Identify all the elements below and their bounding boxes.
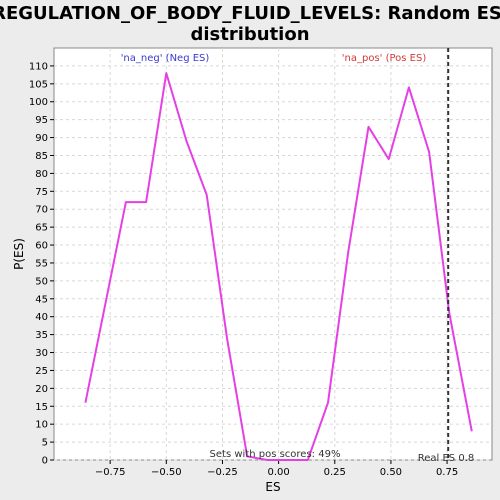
neg-es-annotation: 'na_neg' (Neg ES) (121, 53, 210, 64)
x-tick-label: 0.25 (324, 467, 346, 478)
y-tick-label: 85 (35, 151, 48, 162)
x-tick-label: −0.50 (151, 467, 182, 478)
y-tick-label: 25 (35, 366, 48, 377)
x-tick-label: 0.50 (380, 467, 402, 478)
y-tick-label: 0 (42, 456, 48, 467)
y-tick-label: 80 (35, 169, 48, 180)
y-tick-label: 55 (35, 258, 48, 269)
y-tick-label: 105 (29, 79, 48, 90)
y-tick-label: 60 (35, 241, 48, 252)
y-tick-label: 5 (42, 438, 48, 449)
y-axis-label: P(ES) (12, 238, 26, 270)
y-tick-label: 110 (29, 61, 48, 72)
y-tick-label: 10 (35, 420, 48, 431)
grid-lines (54, 48, 492, 461)
pos-es-annotation: 'na_pos' (Pos ES) (342, 53, 427, 64)
x-axis-label: ES (265, 480, 280, 494)
x-tick-label: 0.75 (436, 467, 458, 478)
series-lines (84, 72, 473, 461)
x-tick-label: −0.25 (207, 467, 238, 478)
y-tick-label: 35 (35, 330, 48, 341)
y-tick-label: 30 (35, 348, 48, 359)
y-tick-label: 20 (35, 384, 48, 395)
y-tick-label: 95 (35, 115, 48, 126)
series-line (84, 72, 473, 461)
y-tick-label: 90 (35, 133, 48, 144)
y-tick-label: 100 (29, 97, 48, 108)
y-tick-label: 40 (35, 312, 48, 323)
y-tick-label: 45 (35, 294, 48, 305)
chart-title-line-1: REGULATION_OF_BODY_FLUID_LEVELS: Random … (0, 3, 500, 24)
pos-scores-annotation: Sets with pos scores: 49% (210, 449, 341, 460)
y-tick-label: 15 (35, 402, 48, 413)
real-es-annotation: Real ES 0.8 (418, 453, 474, 464)
y-tick-label: 75 (35, 187, 48, 198)
y-axis-ticks: 0 5 10 15 20 25 30 35 40 45 50 55 60 65 70 75 80 85 90 95 10… (29, 61, 54, 467)
y-tick-label: 50 (35, 276, 48, 287)
chart-title-line-2: distribution (190, 24, 309, 45)
y-tick-label: 70 (35, 205, 48, 216)
x-tick-label: −0.75 (95, 467, 126, 478)
y-tick-label: 65 (35, 223, 48, 234)
plot-area (53, 47, 493, 461)
x-tick-label: 0.00 (267, 467, 289, 478)
